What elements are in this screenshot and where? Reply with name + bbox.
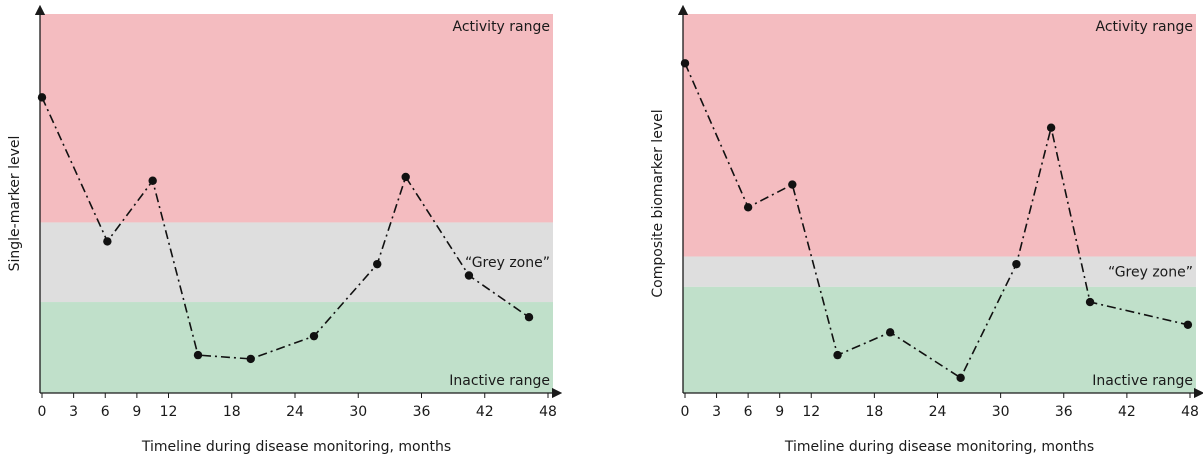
x-tick-label: 9	[775, 404, 784, 420]
zone-grey-band	[683, 256, 1196, 287]
zone-inactive-band	[683, 286, 1196, 393]
data-point	[309, 331, 319, 341]
data-point	[1046, 123, 1056, 132]
zone-inactive-band	[40, 302, 553, 393]
data-point	[680, 59, 690, 68]
x-tick-label: 6	[744, 404, 753, 420]
data-point	[246, 354, 255, 364]
grey-zone-label: “Grey zone”	[1108, 265, 1193, 281]
x-axis-title: Timeline during disease monitoring, mont…	[784, 439, 1094, 455]
x-tick-label: 12	[802, 404, 820, 420]
data-point	[373, 259, 382, 269]
data-point	[885, 328, 895, 337]
zone-active-band	[40, 14, 553, 223]
data-point	[37, 93, 47, 102]
data-point	[1085, 297, 1095, 307]
data-point	[193, 350, 203, 360]
data-point	[743, 203, 753, 212]
x-tick-label: 24	[286, 404, 304, 420]
activity-range-label: Activity range	[1095, 19, 1193, 35]
inactive-range-label: Inactive range	[1092, 373, 1193, 389]
x-tick-label: 48	[1181, 404, 1199, 420]
data-point	[524, 313, 534, 322]
y-axis-title: Single-marker level	[7, 136, 23, 272]
x-tick-label: 48	[539, 404, 557, 420]
x-tick-label: 42	[476, 404, 494, 420]
data-point	[1183, 320, 1193, 329]
x-axis-title: Timeline during disease monitoring, mont…	[141, 439, 451, 455]
activity-range-label: Activity range	[452, 19, 550, 35]
data-point	[464, 271, 474, 280]
x-tick-label: 12	[160, 404, 178, 420]
series-line	[684, 62, 1189, 379]
grey-zone-label: “Grey zone”	[465, 255, 550, 271]
data-point	[788, 180, 797, 189]
y-axis-title: Composite biomarker level	[650, 109, 666, 297]
chart-2: Activity range “Grey zone” Inactive range 0…	[650, 4, 1203, 455]
zone-grey-band	[40, 222, 553, 303]
x-tick-label: 9	[132, 404, 141, 420]
x-tick-label: 30	[992, 404, 1010, 420]
data-point	[1012, 259, 1021, 269]
x-tick-label: 24	[929, 404, 947, 420]
x-tick-label: 30	[349, 404, 367, 420]
x-tick-label: 18	[865, 404, 883, 420]
data-point	[148, 176, 157, 185]
data-point	[956, 373, 965, 383]
data-point	[103, 237, 112, 246]
x-tick-label: 0	[681, 404, 690, 420]
series-line	[41, 97, 530, 360]
x-tick-label: 6	[101, 404, 110, 420]
x-tick-label: 18	[223, 404, 241, 420]
x-tick-label: 0	[38, 404, 47, 420]
inactive-range-label: Inactive range	[449, 373, 550, 389]
x-tick-label: 3	[712, 404, 721, 420]
x-tick-label: 3	[69, 404, 78, 420]
x-tick-label: 36	[1055, 404, 1073, 420]
x-tick-label: 42	[1118, 404, 1136, 420]
data-point	[401, 172, 410, 182]
zone-active-band	[683, 14, 1196, 257]
x-tick-label: 36	[413, 404, 431, 420]
data-point	[833, 350, 842, 360]
chart-1: Activity range “Grey zone” Inactive range 0…	[7, 4, 563, 455]
